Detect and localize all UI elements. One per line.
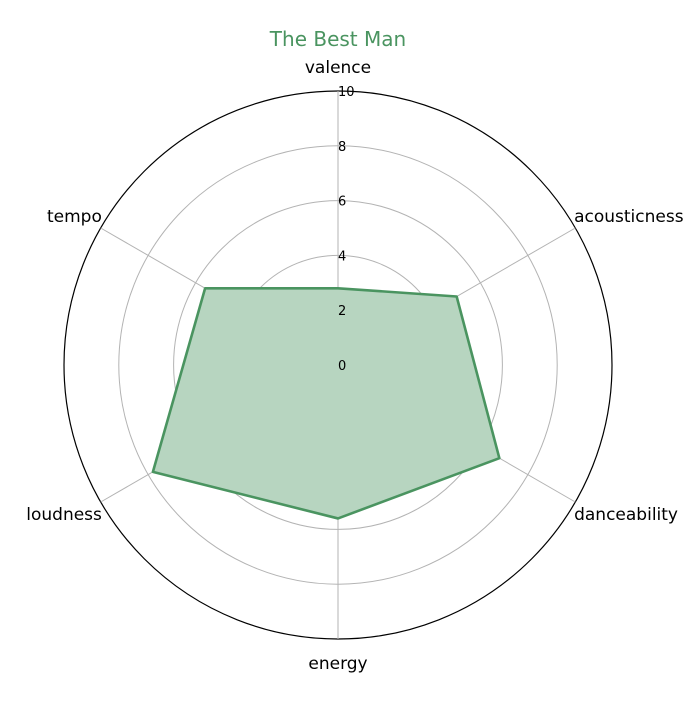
axis-label-acousticness: acousticness: [574, 207, 684, 227]
axis-label-energy: energy: [308, 654, 367, 674]
axis-label-loudness: loudness: [26, 505, 102, 525]
tick-label-0: 0: [338, 359, 346, 374]
tick-label-2: 2: [338, 304, 346, 319]
series-layer: [151, 286, 501, 520]
axis-label-tempo: tempo: [47, 207, 102, 227]
label-layer: valence acousticness danceability energy lou…: [26, 58, 683, 674]
tick-label-4: 4: [338, 249, 346, 264]
tick-label-8: 8: [338, 140, 346, 155]
tick-layer: 0 2 4 6 8 10: [338, 85, 355, 374]
axis-label-valence: valence: [305, 58, 371, 78]
chart-title: The Best Man: [269, 27, 406, 51]
series-area-0: [151, 286, 501, 520]
tick-label-10: 10: [338, 85, 355, 100]
tick-label-6: 6: [338, 195, 346, 210]
axis-label-danceability: danceability: [574, 505, 678, 525]
